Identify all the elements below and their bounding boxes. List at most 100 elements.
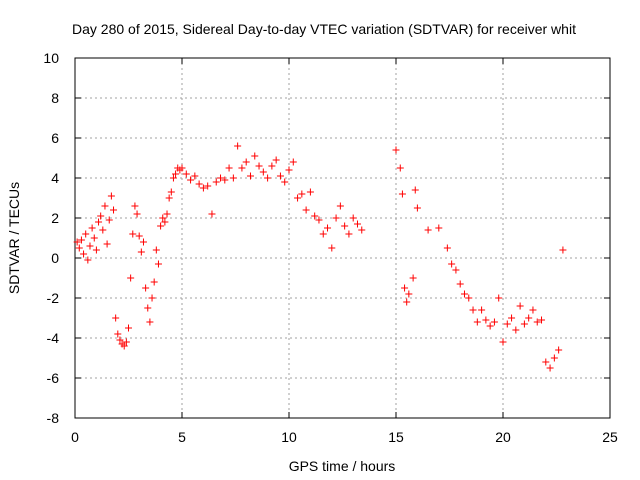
data-point <box>319 230 327 238</box>
data-point <box>525 314 533 322</box>
data-point <box>152 246 160 254</box>
data-point <box>86 242 94 250</box>
data-point <box>499 338 507 346</box>
x-tick-labels: 0 5 10 15 20 25 <box>71 429 618 445</box>
data-point <box>298 190 306 198</box>
data-point <box>131 202 139 210</box>
data-point <box>349 214 357 222</box>
data-point <box>178 164 186 172</box>
data-point <box>182 170 190 178</box>
data-point <box>403 298 411 306</box>
data-point <box>542 358 550 366</box>
data-point <box>217 174 225 182</box>
y-axis-label: SDTVAR / TECUs <box>6 182 22 294</box>
data-point <box>120 342 128 350</box>
data-point <box>398 190 406 198</box>
data-point <box>112 314 120 322</box>
data-point <box>80 250 88 258</box>
data-point <box>238 164 246 172</box>
data-point <box>169 174 177 182</box>
data-point <box>529 306 537 314</box>
data-point <box>302 206 310 214</box>
x-tick-label: 15 <box>388 429 404 445</box>
data-point <box>225 164 233 172</box>
data-point <box>73 238 81 246</box>
data-point <box>469 306 477 314</box>
plot-frame <box>74 57 611 419</box>
data-point <box>122 338 130 346</box>
data-point <box>191 172 199 180</box>
x-axis-label: GPS time / hours <box>289 458 396 474</box>
data-point <box>157 222 165 230</box>
data-point <box>154 260 162 268</box>
grid-lines <box>75 58 610 418</box>
data-point <box>411 186 419 194</box>
data-point <box>114 330 122 338</box>
data-point <box>533 318 541 326</box>
data-point <box>520 320 528 328</box>
data-point <box>97 212 105 220</box>
data-point <box>264 174 272 182</box>
data-point <box>159 214 167 222</box>
data-point <box>163 210 171 218</box>
y-tick-label: 8 <box>51 90 59 106</box>
data-point <box>251 152 259 160</box>
data-point <box>268 162 276 170</box>
y-tick-label: -4 <box>47 330 60 346</box>
data-point <box>336 202 344 210</box>
data-point <box>199 184 207 192</box>
data-point <box>242 158 250 166</box>
data-point <box>353 220 361 228</box>
data-point <box>405 290 413 298</box>
data-point <box>460 290 468 298</box>
data-point <box>148 294 156 302</box>
y-tick-label: -8 <box>47 410 60 426</box>
y-tick-label: 0 <box>51 250 59 266</box>
data-point <box>150 278 158 286</box>
data-point <box>486 322 494 330</box>
y-tick-label: 2 <box>51 210 59 226</box>
data-point <box>465 294 473 302</box>
data-point <box>538 316 546 324</box>
data-point <box>285 166 293 174</box>
data-point <box>490 318 498 326</box>
data-point <box>75 244 83 252</box>
data-point <box>133 210 141 218</box>
data-point <box>137 248 145 256</box>
data-point <box>107 192 115 200</box>
data-point <box>204 182 212 190</box>
data-point <box>495 294 503 302</box>
data-point <box>559 246 567 254</box>
data-point <box>358 226 366 234</box>
data-point <box>456 280 464 288</box>
data-point <box>289 158 297 166</box>
data-point <box>116 336 124 344</box>
data-point <box>77 236 85 244</box>
data-point <box>443 244 451 252</box>
data-point <box>328 244 336 252</box>
y-tick-label: -6 <box>47 370 60 386</box>
data-point <box>229 174 237 182</box>
data-point <box>125 324 132 332</box>
data-point <box>259 168 267 176</box>
data-point <box>84 256 92 264</box>
data-points <box>73 142 567 372</box>
data-point <box>508 314 516 322</box>
data-point <box>512 326 520 334</box>
data-point <box>396 164 404 172</box>
data-point <box>516 302 524 310</box>
data-point <box>234 142 242 150</box>
data-point <box>82 230 90 238</box>
data-point <box>315 216 323 224</box>
x-tick-label: 20 <box>495 429 511 445</box>
chart-title: Day 280 of 2015, Sidereal Day-to-day VTE… <box>72 21 576 37</box>
data-point <box>311 212 319 220</box>
y-tick-label: 4 <box>51 170 59 186</box>
data-point <box>413 204 421 212</box>
y-tick-labels: -8 -6 -4 -2 0 2 4 6 8 10 <box>43 50 59 426</box>
data-point <box>161 218 169 226</box>
data-point <box>144 304 152 312</box>
y-tick-label: 10 <box>43 50 59 66</box>
data-point <box>146 318 154 326</box>
